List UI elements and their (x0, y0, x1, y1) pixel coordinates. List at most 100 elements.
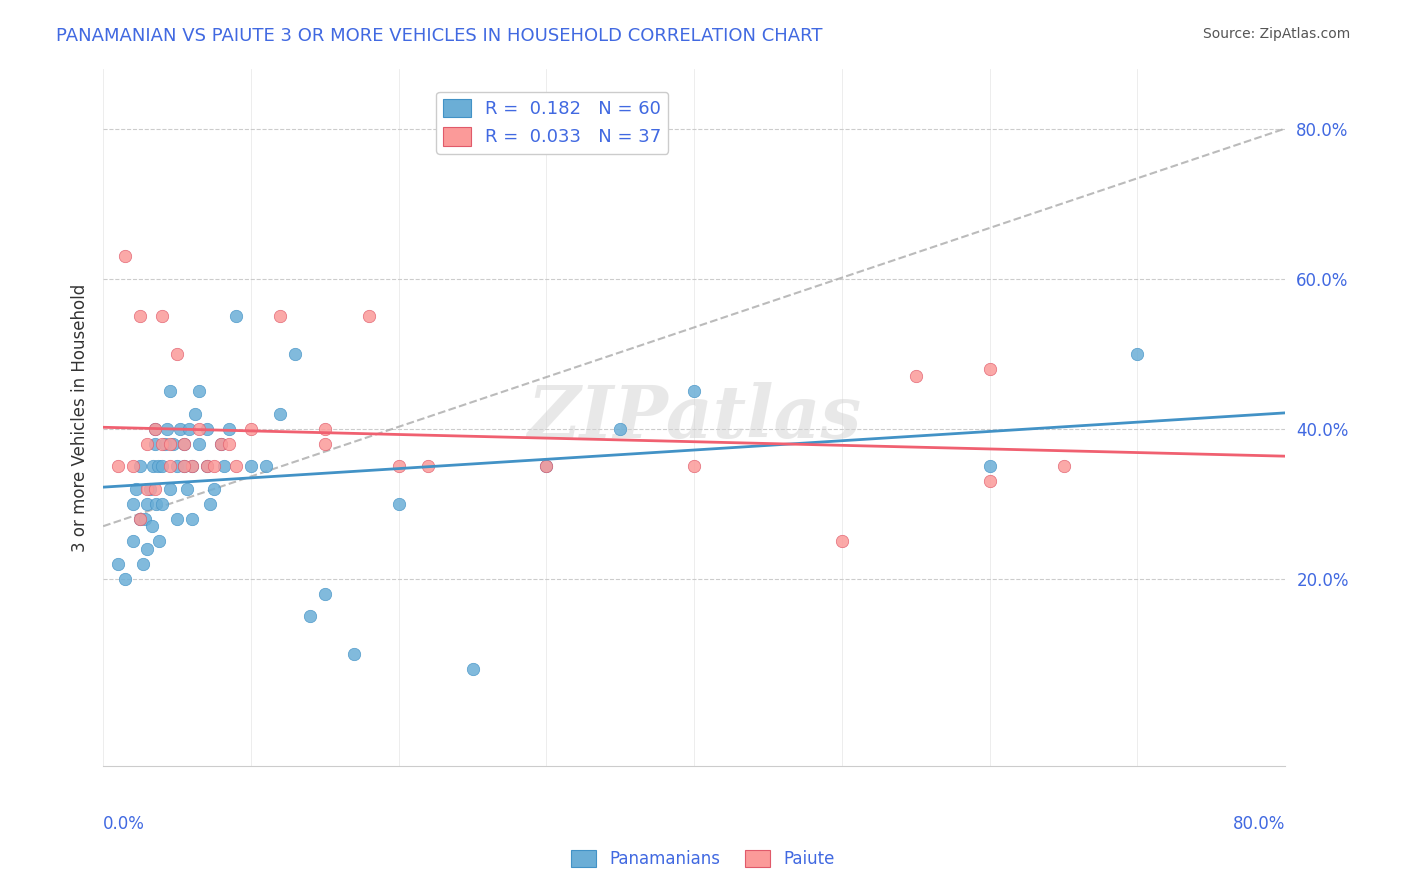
Point (254, 459, 277, 474)
Point (195, 459, 218, 474)
Point (388, 459, 411, 474)
Point (121, 459, 143, 474)
Point (136, 482, 159, 496)
Legend: Panamanians, Paiute: Panamanians, Paiute (564, 843, 842, 875)
Point (129, 512, 152, 526)
Point (1052, 459, 1074, 474)
Point (198, 497, 221, 511)
Point (209, 436, 232, 450)
Point (188, 422, 211, 436)
Point (202, 482, 225, 496)
Point (225, 459, 247, 474)
Point (209, 436, 232, 450)
Y-axis label: 3 or more Vehicles in Household: 3 or more Vehicles in Household (72, 284, 89, 551)
Point (683, 459, 706, 474)
Point (159, 384, 181, 399)
Point (218, 422, 240, 436)
Point (121, 497, 143, 511)
Point (177, 422, 200, 436)
Text: 0.0%: 0.0% (103, 815, 145, 833)
Point (150, 436, 173, 450)
Point (176, 482, 198, 496)
Point (195, 422, 218, 436)
Point (284, 346, 307, 360)
Point (188, 436, 211, 450)
Point (143, 422, 166, 436)
Point (107, 459, 129, 474)
Point (107, 557, 129, 571)
Point (153, 436, 176, 450)
Point (134, 512, 156, 526)
Point (142, 459, 165, 474)
Point (150, 459, 173, 474)
Point (166, 346, 188, 360)
Point (418, 459, 440, 474)
Point (173, 459, 195, 474)
Point (145, 497, 167, 511)
Point (129, 459, 152, 474)
Point (202, 459, 225, 474)
Point (195, 459, 218, 474)
Point (139, 482, 162, 496)
Point (159, 436, 181, 450)
Point (121, 534, 143, 549)
Point (143, 422, 166, 436)
Point (166, 512, 188, 526)
Point (143, 482, 166, 496)
Point (173, 436, 195, 450)
Point (180, 459, 202, 474)
Point (169, 422, 191, 436)
Point (124, 482, 146, 496)
Point (184, 407, 207, 421)
Point (156, 422, 179, 436)
Point (269, 407, 291, 421)
Text: 80.0%: 80.0% (1233, 815, 1285, 833)
Point (225, 309, 247, 323)
Point (136, 497, 159, 511)
Point (239, 459, 262, 474)
Point (188, 384, 211, 399)
Point (180, 459, 202, 474)
Text: ZIPatlas: ZIPatlas (527, 382, 862, 453)
Point (159, 459, 181, 474)
Text: Source: ZipAtlas.com: Source: ZipAtlas.com (1202, 27, 1350, 41)
Point (388, 497, 411, 511)
Point (979, 459, 1001, 474)
Point (239, 422, 262, 436)
Legend: R =  0.182   N = 60, R =  0.033   N = 37: R = 0.182 N = 60, R = 0.033 N = 37 (436, 92, 668, 153)
Point (136, 541, 159, 556)
Point (180, 512, 202, 526)
Point (143, 436, 166, 450)
Point (166, 459, 188, 474)
Point (159, 482, 181, 496)
Point (609, 422, 631, 436)
Point (831, 534, 853, 549)
Point (173, 436, 195, 450)
Point (141, 519, 163, 533)
Point (298, 609, 321, 624)
Point (359, 309, 381, 323)
Point (314, 422, 336, 436)
Point (150, 497, 173, 511)
Point (343, 647, 366, 661)
Point (536, 459, 558, 474)
Point (979, 361, 1001, 376)
Point (683, 384, 706, 399)
Point (148, 534, 170, 549)
Point (132, 557, 155, 571)
Point (904, 369, 927, 384)
Point (114, 249, 136, 263)
Point (461, 662, 484, 676)
Point (218, 436, 240, 450)
Point (136, 436, 159, 450)
Point (162, 436, 184, 450)
Point (173, 459, 195, 474)
Point (536, 459, 558, 474)
Point (314, 436, 336, 450)
Text: PANAMANIAN VS PAIUTE 3 OR MORE VEHICLES IN HOUSEHOLD CORRELATION CHART: PANAMANIAN VS PAIUTE 3 OR MORE VEHICLES … (56, 27, 823, 45)
Point (214, 459, 236, 474)
Point (129, 512, 152, 526)
Point (150, 309, 173, 323)
Point (979, 474, 1001, 488)
Point (129, 309, 152, 323)
